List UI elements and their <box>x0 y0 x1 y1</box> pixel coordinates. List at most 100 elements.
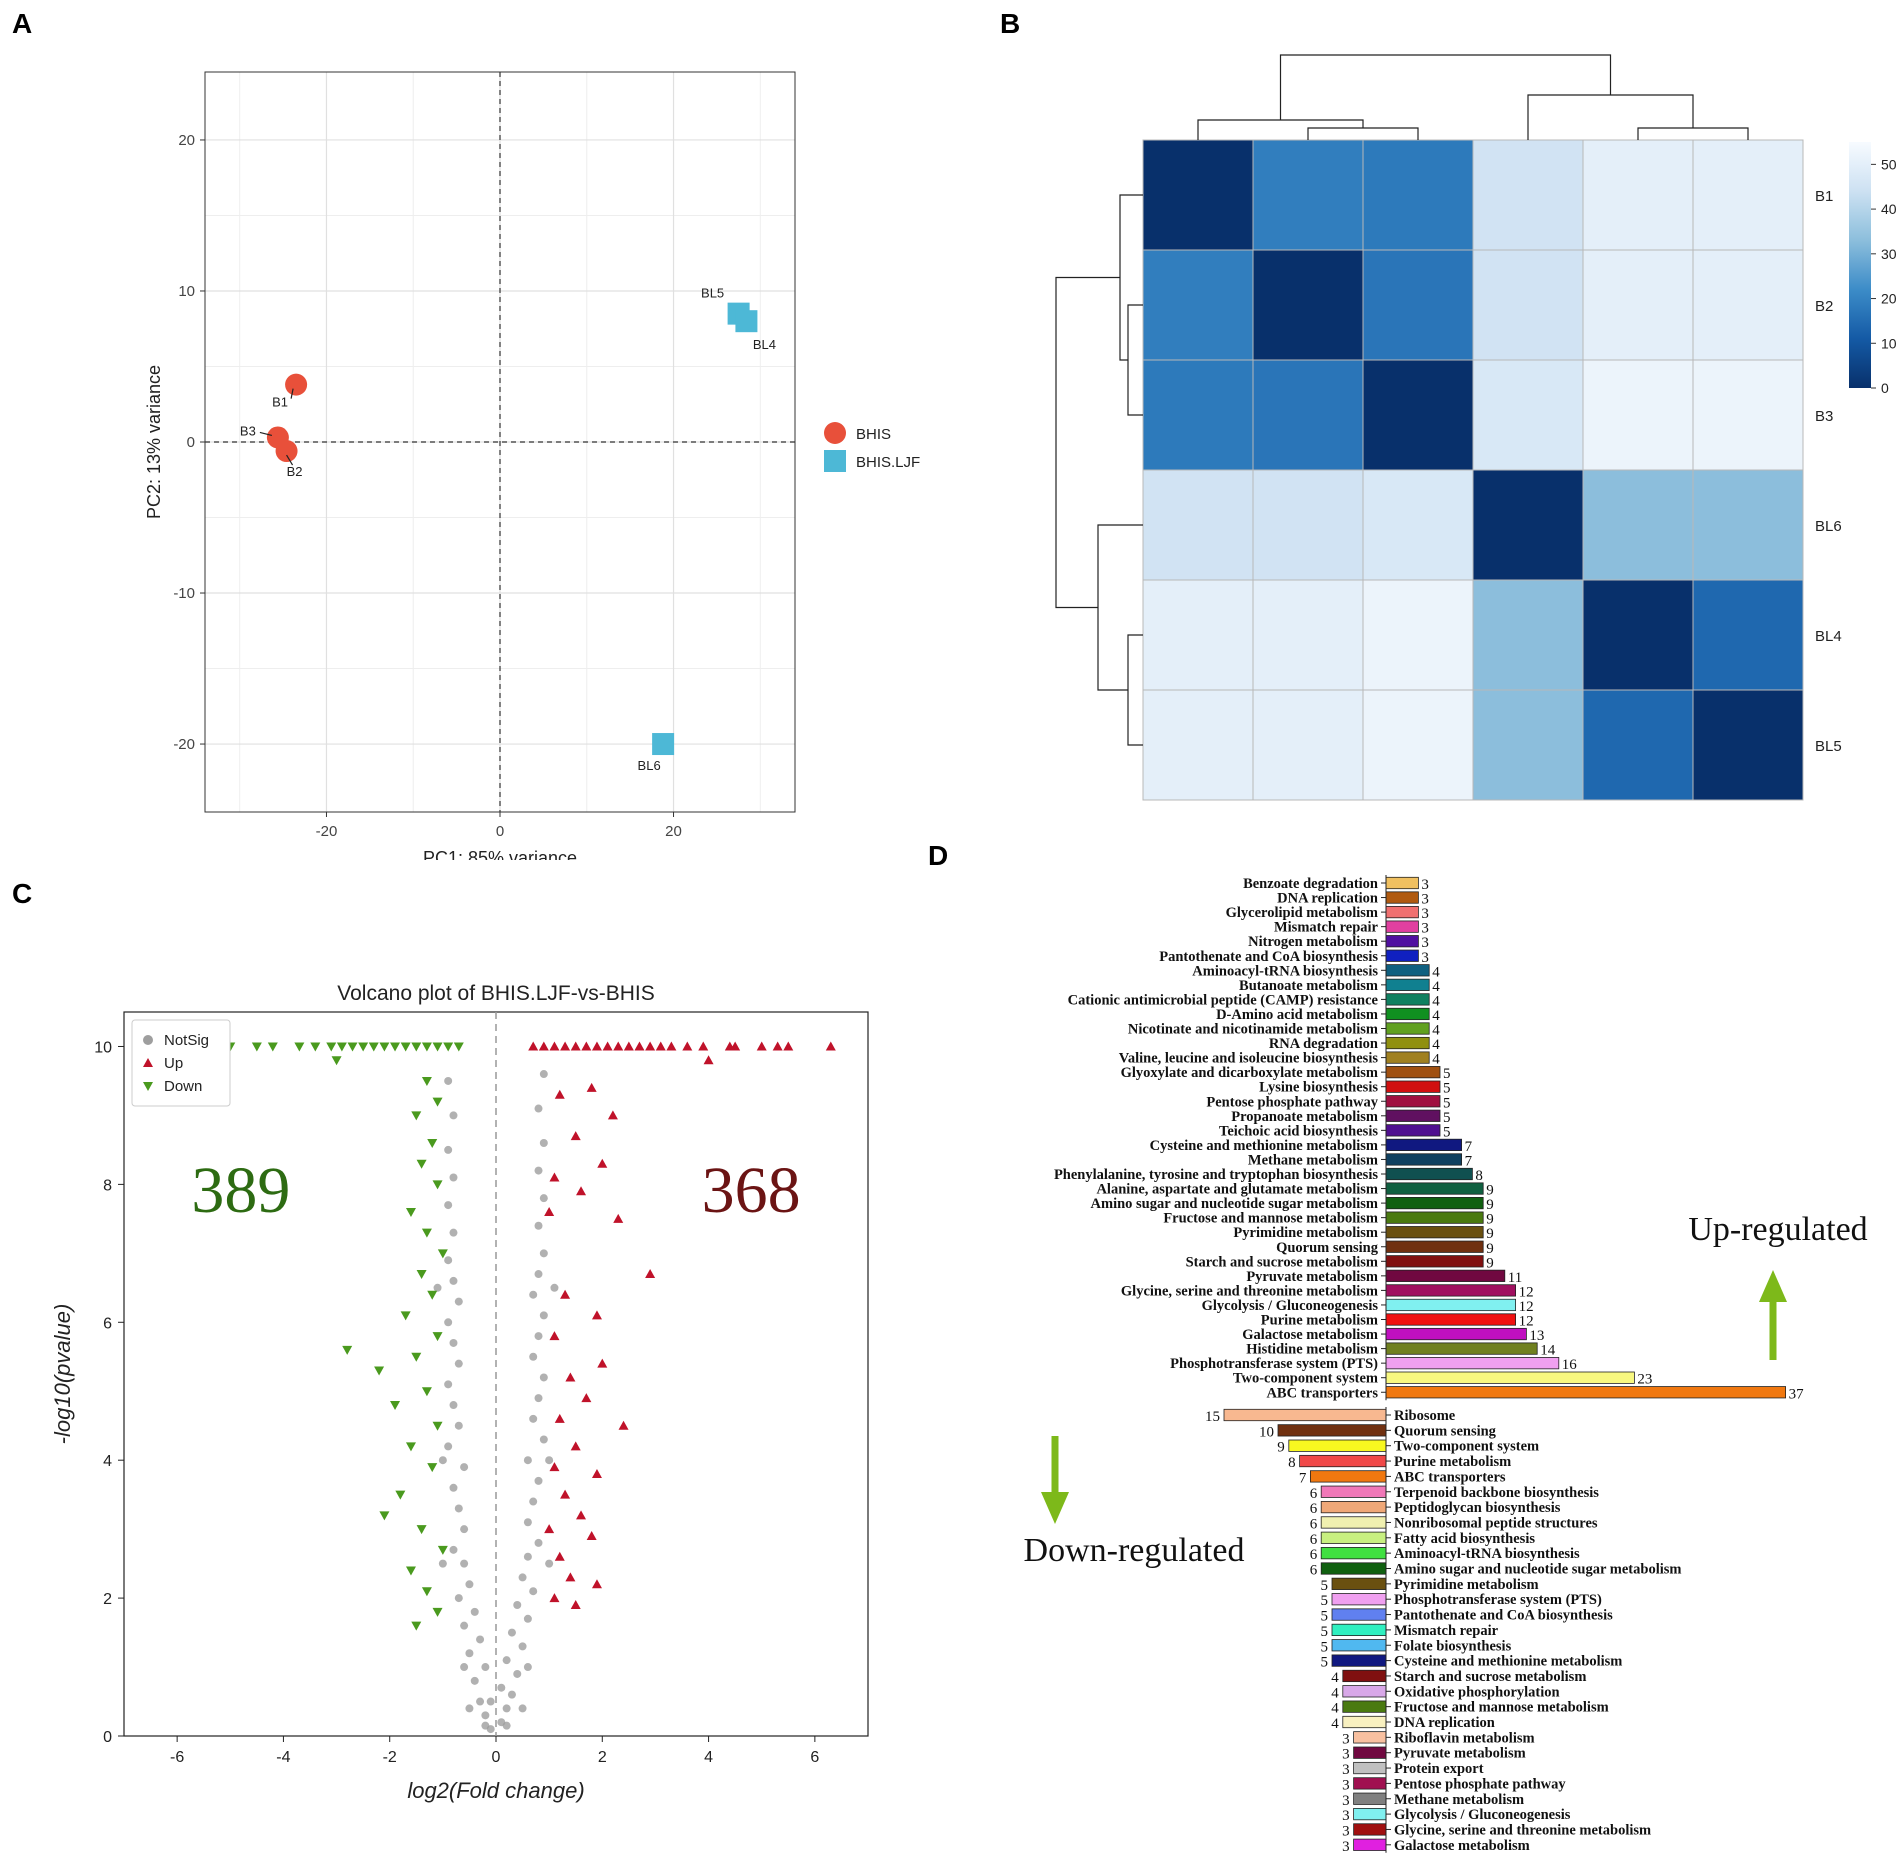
volcano-point-up <box>549 1172 560 1182</box>
pca-point-label: BL5 <box>701 286 724 301</box>
kegg-up-bar <box>1385 1342 1538 1355</box>
volcano-point-notsig <box>460 1463 469 1472</box>
volcano-legend-notsig-marker <box>143 1035 153 1045</box>
kegg-down-label: Amino sugar and nucleotide sugar metabol… <box>1394 1562 1681 1578</box>
volcano-point-down <box>416 1525 427 1535</box>
kegg-down-value: 8 <box>1288 1455 1296 1471</box>
volcano-point-notsig <box>529 1497 538 1506</box>
volcano-point-notsig <box>534 1476 543 1485</box>
volcano-point-notsig <box>454 1297 463 1306</box>
volcano-point-down <box>374 1366 385 1376</box>
volcano-point-up <box>549 1462 560 1472</box>
volcano-point-up <box>560 1289 571 1299</box>
kegg-up-label: Pyrimidine metabolism <box>1233 1225 1378 1241</box>
kegg-up-value: 13 <box>1529 1328 1544 1344</box>
kegg-up-bar <box>1385 1124 1441 1137</box>
volcano-point-notsig <box>481 1711 490 1720</box>
heatmap-cell <box>1472 469 1584 581</box>
heatmap-cell <box>1692 139 1804 251</box>
kegg-up-bar <box>1385 1226 1484 1239</box>
kegg-up-bar <box>1385 1138 1462 1152</box>
pca-point-label: BL6 <box>638 758 661 773</box>
volcano-point-up <box>655 1041 666 1051</box>
kegg-down-bar <box>1331 1577 1387 1590</box>
volcano-x-tick-label: 0 <box>492 1749 501 1766</box>
panel-label-b: B <box>1000 8 1021 39</box>
heatmap-row-dendrogram-branch <box>1127 634 1143 746</box>
volcano-point-up <box>730 1041 741 1051</box>
kegg-down-value: 10 <box>1259 1424 1274 1440</box>
heatmap-row-dendrogram-branch <box>1097 524 1143 691</box>
volcano-point-up <box>570 1131 581 1141</box>
kegg-up-label: Starch and sucrose metabolism <box>1186 1254 1378 1270</box>
volcano-point-notsig <box>460 1525 469 1534</box>
volcano-point-notsig <box>449 1276 458 1285</box>
volcano-point-up <box>645 1041 656 1051</box>
kegg-up-label: Fructose and mannose metabolism <box>1163 1211 1378 1227</box>
volcano-point-notsig <box>539 1435 548 1444</box>
kegg-up-bar <box>1385 1386 1787 1399</box>
volcano-point-notsig <box>470 1676 479 1685</box>
kegg-up-value: 12 <box>1519 1314 1534 1330</box>
kegg-down-value: 5 <box>1321 1593 1329 1609</box>
kegg-up-label: Glycine, serine and threonine metabolism <box>1121 1283 1378 1299</box>
pca-point-label: B3 <box>240 423 256 438</box>
kegg-down-value: 6 <box>1310 1532 1318 1548</box>
heatmap-cell <box>1692 689 1804 801</box>
kegg-up-label: Pantothenate and CoA biosynthesis <box>1159 949 1378 965</box>
volcano-y-tick-label: 8 <box>103 1177 112 1194</box>
kegg-down-label: Cysteine and methionine metabolism <box>1394 1654 1622 1670</box>
kegg-up-bar <box>1385 920 1419 933</box>
kegg-up-value: 3 <box>1421 921 1429 937</box>
heatmap-cell <box>1692 469 1804 581</box>
kegg-down-label: ABC transporters <box>1394 1469 1506 1485</box>
volcano-up-count: 368 <box>702 1154 801 1227</box>
volcano-point-notsig <box>523 1663 532 1672</box>
volcano-point-notsig <box>513 1669 522 1678</box>
volcano-point-notsig <box>529 1587 538 1596</box>
volcano-point-up <box>634 1041 645 1051</box>
volcano-point-notsig <box>438 1456 447 1465</box>
kegg-down-label: Fructose and mannose metabolism <box>1394 1700 1609 1716</box>
volcano-point-up <box>560 1489 571 1499</box>
volcano-point-down <box>432 1180 443 1190</box>
volcano-point-down <box>453 1042 464 1052</box>
kegg-up-bar <box>1385 1196 1484 1210</box>
volcano-point-notsig <box>534 1394 543 1403</box>
kegg-up-value: 23 <box>1637 1372 1652 1388</box>
kegg-up-label: Two-component system <box>1233 1371 1378 1387</box>
volcano-point-down <box>432 1332 443 1342</box>
volcano-point-up <box>576 1186 587 1196</box>
heatmap-col-dendrogram-branch <box>1197 119 1364 140</box>
volcano-point-up <box>581 1041 592 1051</box>
volcano-point-up <box>549 1041 560 1051</box>
kegg-up-bar <box>1385 1357 1560 1370</box>
kegg-up-bar <box>1385 906 1419 919</box>
volcano-legend-up-label: Up <box>164 1055 183 1072</box>
kegg-up-value: 5 <box>1443 1081 1451 1097</box>
kegg-up-value: 5 <box>1443 1110 1451 1126</box>
volcano-point-notsig <box>523 1552 532 1561</box>
volcano-point-notsig <box>470 1607 479 1616</box>
volcano-point-down <box>390 1042 401 1052</box>
heatmap-cell <box>1142 139 1254 251</box>
kegg-down-bar <box>1353 1838 1387 1851</box>
volcano-legend-notsig-label: NotSig <box>164 1032 209 1049</box>
volcano-point-notsig <box>539 1249 548 1258</box>
volcano-point-down <box>427 1290 438 1300</box>
volcano-point-up <box>549 1331 560 1341</box>
kegg-down-value: 4 <box>1331 1701 1339 1717</box>
kegg-down-label: Ribosome <box>1394 1408 1456 1424</box>
kegg-down-label: Phosphotransferase system (PTS) <box>1394 1592 1602 1608</box>
volcano-point-up <box>565 1572 576 1582</box>
pca-x-axis-label: PC1: 85% variance <box>423 848 577 860</box>
volcano-point-down <box>411 1042 422 1052</box>
volcano-point-notsig <box>465 1580 474 1589</box>
volcano-plot: Volcano plot of BHIS.LJF-vs-BHIS -6 -4 -2 0 2… <box>50 982 869 1803</box>
heatmap-cell <box>1582 689 1694 801</box>
volcano-point-notsig <box>507 1628 516 1637</box>
kegg-up-value: 3 <box>1421 877 1429 893</box>
volcano-point-notsig <box>444 1145 453 1154</box>
volcano-point-up <box>618 1420 629 1430</box>
kegg-up-value: 37 <box>1789 1386 1805 1402</box>
